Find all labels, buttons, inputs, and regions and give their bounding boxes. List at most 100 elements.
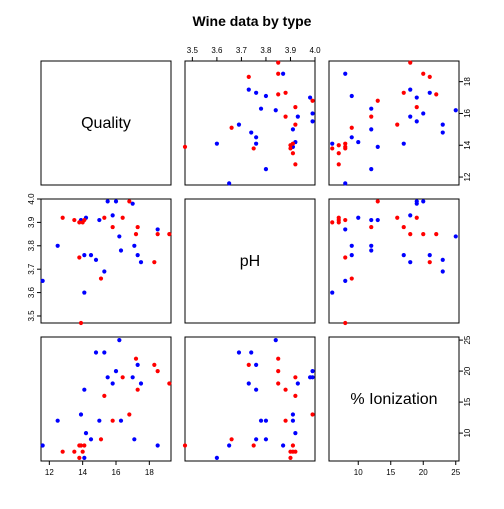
- data-point: [440, 269, 445, 274]
- data-point: [118, 248, 124, 253]
- data-point: [55, 243, 60, 248]
- data-point: [263, 418, 269, 423]
- panel-ph-ph: [184, 198, 316, 324]
- data-point: [283, 418, 288, 423]
- data-point: [246, 74, 251, 79]
- data-point: [343, 217, 348, 223]
- data-point: [295, 114, 300, 119]
- data-point: [251, 146, 256, 151]
- data-point: [336, 151, 341, 156]
- data-point: [401, 224, 406, 230]
- data-point: [330, 220, 335, 225]
- data-point: [120, 215, 125, 220]
- diagonal-label-ionization: % Ionization: [350, 391, 437, 408]
- data-point: [290, 412, 296, 417]
- tick-label-right-ionization: 20: [463, 366, 472, 375]
- tick-label-left-ph: 3.6: [27, 286, 36, 298]
- data-point: [80, 449, 85, 454]
- tick-label-left-ph: 3.8: [27, 240, 36, 252]
- data-point: [254, 387, 259, 392]
- data-point: [440, 130, 445, 135]
- data-point: [167, 381, 172, 386]
- data-point: [273, 108, 278, 113]
- data-point: [258, 418, 264, 423]
- data-point: [182, 443, 188, 448]
- data-point: [82, 443, 87, 448]
- data-point: [113, 369, 119, 374]
- data-point: [343, 141, 348, 146]
- tick-label-right-quality: 16: [463, 108, 472, 117]
- data-point: [251, 443, 256, 448]
- tick-label-right-ionization: 10: [463, 428, 472, 437]
- data-point: [349, 253, 354, 258]
- tick-label-bottom-ionization: 25: [451, 468, 460, 477]
- data-point: [276, 381, 281, 386]
- data-point: [288, 146, 293, 151]
- data-point: [414, 105, 419, 110]
- data-point: [60, 449, 65, 454]
- data-point: [102, 215, 107, 220]
- data-point: [307, 375, 313, 380]
- data-point: [82, 217, 87, 223]
- data-point: [336, 143, 341, 148]
- data-point: [118, 418, 124, 423]
- data-point: [135, 253, 140, 258]
- data-point: [408, 87, 413, 92]
- data-point: [229, 125, 234, 130]
- data-point: [155, 231, 160, 237]
- data-point: [132, 437, 137, 442]
- data-point: [343, 278, 348, 283]
- data-point: [369, 167, 374, 172]
- data-point: [110, 224, 115, 230]
- tick-label-bottom-quality: 12: [45, 468, 54, 477]
- data-point: [263, 93, 269, 99]
- data-point: [105, 199, 110, 204]
- data-point: [349, 93, 354, 99]
- data-point: [375, 199, 380, 204]
- data-point: [395, 122, 400, 127]
- data-point: [82, 387, 87, 392]
- data-point: [408, 213, 413, 218]
- tick-label-bottom-ionization: 15: [386, 468, 395, 477]
- data-point: [290, 418, 296, 423]
- data-point: [343, 71, 348, 76]
- data-point: [167, 231, 172, 237]
- tick-label-left-ph: 3.7: [27, 263, 36, 275]
- data-point: [227, 443, 232, 448]
- data-point: [434, 92, 439, 97]
- data-point: [343, 227, 348, 232]
- data-point: [152, 362, 157, 367]
- tick-label-bottom-ionization: 10: [354, 468, 363, 477]
- panel-quality-ionization: [328, 60, 460, 186]
- data-point: [343, 320, 348, 326]
- data-point: [288, 455, 293, 460]
- data-point: [132, 243, 137, 248]
- data-point: [408, 114, 413, 119]
- tick-label-top-ph: 3.8: [260, 46, 272, 55]
- data-point: [369, 224, 374, 230]
- data-point: [293, 105, 298, 110]
- data-point: [293, 375, 298, 380]
- data-point: [414, 95, 419, 100]
- data-point: [427, 260, 432, 265]
- data-point: [408, 60, 413, 65]
- data-point: [127, 412, 132, 417]
- data-point: [113, 199, 119, 204]
- data-point: [290, 151, 296, 156]
- data-point: [395, 215, 400, 220]
- data-point: [258, 106, 264, 111]
- data-point: [293, 122, 298, 127]
- data-point: [155, 443, 160, 448]
- data-point: [310, 369, 315, 374]
- data-point: [98, 437, 104, 442]
- data-point: [78, 443, 84, 448]
- data-point: [117, 338, 122, 343]
- tick-label-bottom-ionization: 20: [419, 468, 428, 477]
- tick-label-right-quality: 18: [463, 77, 472, 86]
- data-point: [295, 381, 300, 386]
- data-point: [336, 220, 341, 225]
- data-point: [375, 144, 380, 149]
- data-point: [293, 162, 298, 167]
- chart-title: Wine data by type: [193, 13, 312, 29]
- data-point: [246, 87, 251, 92]
